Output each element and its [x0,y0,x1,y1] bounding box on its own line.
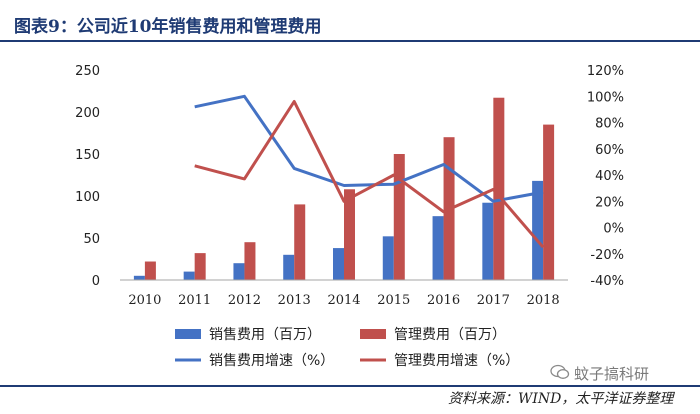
series-line [194,100,545,249]
left-tick-label: 150 [75,148,100,163]
right-tick-label: 60% [595,143,624,158]
right-axis: -40% -20% 0% 20% 40% 60% 80% 100% 120% [587,64,624,289]
legend-swatch [360,329,386,339]
bar [333,248,344,280]
wechat-icon [550,364,570,379]
left-tick-label: 50 [83,232,100,247]
right-tick-label: -20% [590,248,624,263]
legend-label: 销售费用（百万） [209,327,321,343]
right-tick-label: 80% [595,117,624,132]
bar [543,124,555,280]
right-tick-label: -40% [590,274,624,289]
left-tick-label: 0 [92,274,100,289]
bar [244,242,256,280]
left-tick-label: 250 [75,64,100,79]
bar [432,216,444,280]
bar [382,236,394,280]
bar [183,271,195,280]
bar [482,202,494,280]
legend-label: 管理费用增速（%） [394,353,519,369]
watermark: 蚊子搞科研 [574,365,650,383]
bar [532,180,544,280]
right-tick-label: 120% [587,64,624,79]
category-label: 2017 [477,293,510,308]
right-tick-label: 0% [603,222,624,237]
right-tick-label: 20% [595,195,624,210]
left-tick-label: 200 [75,106,100,121]
category-label: 2012 [228,293,261,308]
bar [133,275,145,280]
bar [144,261,156,280]
bar [194,253,206,280]
bar [294,204,306,280]
x-axis: 2010 2011 2012 2013 2014 2015 2016 2017 2018 [120,279,568,308]
top-divider [0,40,700,42]
bar [233,263,245,280]
category-label: 2016 [427,293,460,308]
legend-label: 管理费用（百万） [394,327,506,343]
figure-caption: 图表9：公司近10年销售费用和管理费用 [14,17,322,37]
legend-swatch [175,329,201,339]
right-tick-label: 100% [587,90,624,105]
bar [283,254,295,280]
right-tick-label: 40% [595,169,624,184]
bar [393,154,405,280]
left-axis: 0 50 100 150 200 250 [75,64,100,289]
category-label: 2014 [327,293,360,308]
left-tick-label: 100 [75,190,100,205]
chart: 0 50 100 150 200 250 -40% -20% 0% 20% 40% 60% 80% 10… [75,64,624,369]
bar [493,97,505,280]
series-line [194,94,544,203]
category-label: 2011 [178,293,211,308]
legend: 销售费用（百万） 管理费用（百万） 销售费用增速（%） 管理费用增速（%） [175,327,519,369]
bottom-divider [0,385,700,387]
line-series [194,94,545,249]
category-label: 2015 [377,293,410,308]
legend-label: 销售费用增速（%） [209,353,334,369]
source-note: 资料来源：WIND，太平洋证券整理 [448,391,674,407]
category-label: 2010 [128,293,161,308]
category-label: 2018 [527,293,560,308]
bar [344,189,355,280]
category-label: 2013 [278,293,311,308]
